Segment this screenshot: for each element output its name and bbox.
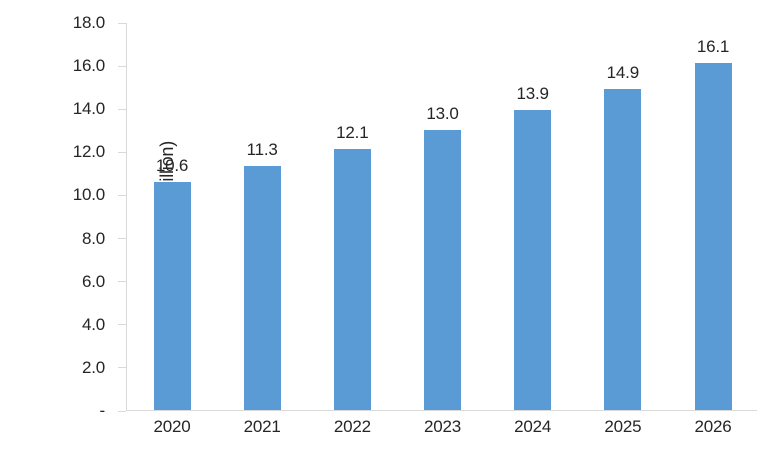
bar-value-label: 13.0: [426, 103, 459, 123]
y-tick-mark: [118, 65, 126, 67]
y-tick-mark: [118, 108, 126, 110]
y-tick-mark: [118, 238, 126, 240]
y-tick-mark: [118, 410, 126, 412]
bar: [604, 88, 642, 410]
y-tick-mark: [118, 194, 126, 196]
y-tick-label: 12.0: [72, 142, 105, 162]
bar-value-label: 12.1: [336, 123, 369, 143]
y-tick-mark: [118, 22, 126, 24]
y-tick-mark: [118, 367, 126, 369]
y-tick-label: 16.0: [72, 56, 105, 76]
x-tick-label: 2026: [694, 417, 732, 436]
bar: [153, 181, 191, 410]
bar-value-label: 11.3: [246, 140, 278, 160]
bar-value-label: 13.9: [516, 84, 549, 104]
x-tick-label: 2025: [604, 417, 642, 436]
y-tick-mark: [118, 281, 126, 283]
x-tick-label: 2023: [423, 417, 462, 436]
x-tick-label: 2022: [333, 417, 371, 436]
x-tick-label: 2021: [243, 417, 281, 436]
y-tick-label: 10.0: [72, 185, 105, 205]
y-tick-label: -: [99, 401, 106, 420]
y-tick-label: 6.0: [81, 271, 105, 291]
plot-area: Market Size (USD Billion) -2.04.06.08.01…: [73, 13, 757, 436]
bar: [333, 149, 371, 410]
bar: [514, 110, 552, 410]
y-tick-label: 2.0: [81, 357, 105, 377]
bar-value-label: 16.1: [696, 36, 730, 56]
y-tick-label: 18.0: [72, 13, 105, 32]
x-tick-label: 2020: [153, 417, 191, 436]
y-tick-mark: [118, 324, 126, 326]
bar: [694, 62, 732, 410]
bar: [243, 166, 281, 410]
bar: [424, 129, 461, 410]
y-tick-label: 4.0: [81, 314, 105, 334]
x-tick-label: 2024: [514, 417, 552, 436]
y-tick-label: 14.0: [72, 99, 105, 119]
bar-value-label: 10.6: [155, 155, 189, 175]
y-tick-label: 8.0: [81, 228, 105, 248]
y-tick-mark: [118, 151, 126, 153]
bar-value-label: 14.9: [606, 62, 639, 82]
